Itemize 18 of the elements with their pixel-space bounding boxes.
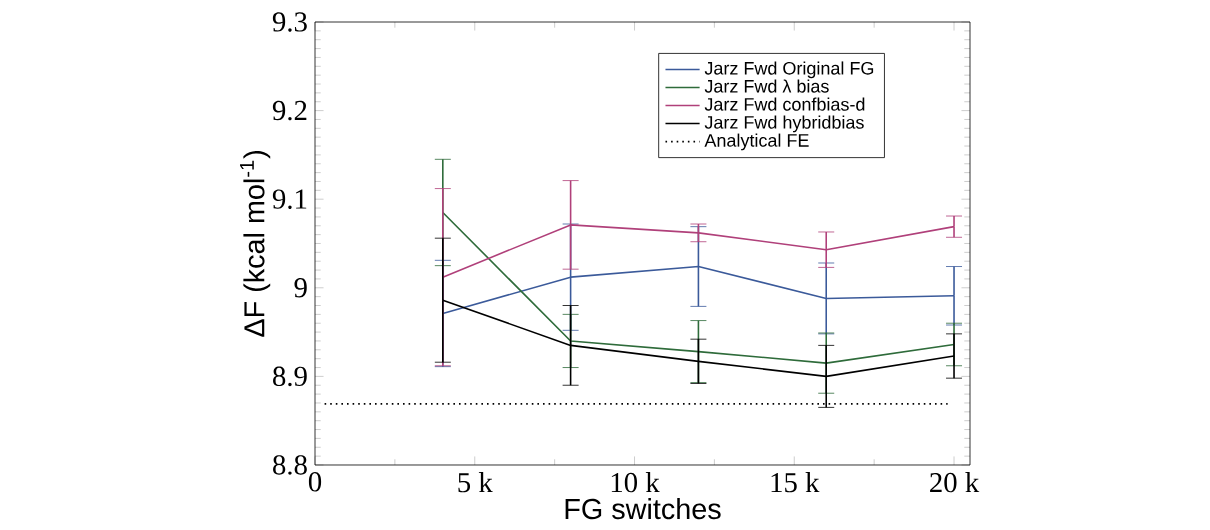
x-tick-label: 5 k [458,472,493,493]
legend-label: Jarz Fwd hybridbias [704,115,864,133]
x-tick-label: 10 k [611,472,660,493]
x-tick-label: 15 k [771,472,820,493]
legend-label: Jarz Fwd λ bias [704,79,829,93]
y-tick-label: 8.8 [273,455,307,475]
x-tick-label: 20 k [930,472,980,493]
y-axis-title: ΔF (kcal mol$^{-1}$) [240,151,271,337]
legend-label: Analytical FE [704,133,809,151]
y-tick-label: 9.2 [272,100,307,121]
y-tick-label: 9.1 [272,189,307,209]
y-tick-label: 9.3 [272,12,307,32]
legend-label: Jarz Fwd confbias-d [704,97,865,111]
legend-label: Jarz Fwd Original FG [704,61,874,79]
x-axis-title: FG switches [565,498,721,520]
y-tick-label: 8.9 [273,366,307,387]
x-tick-label: 0 [308,472,322,492]
y-tick-label: 9 [294,278,307,298]
